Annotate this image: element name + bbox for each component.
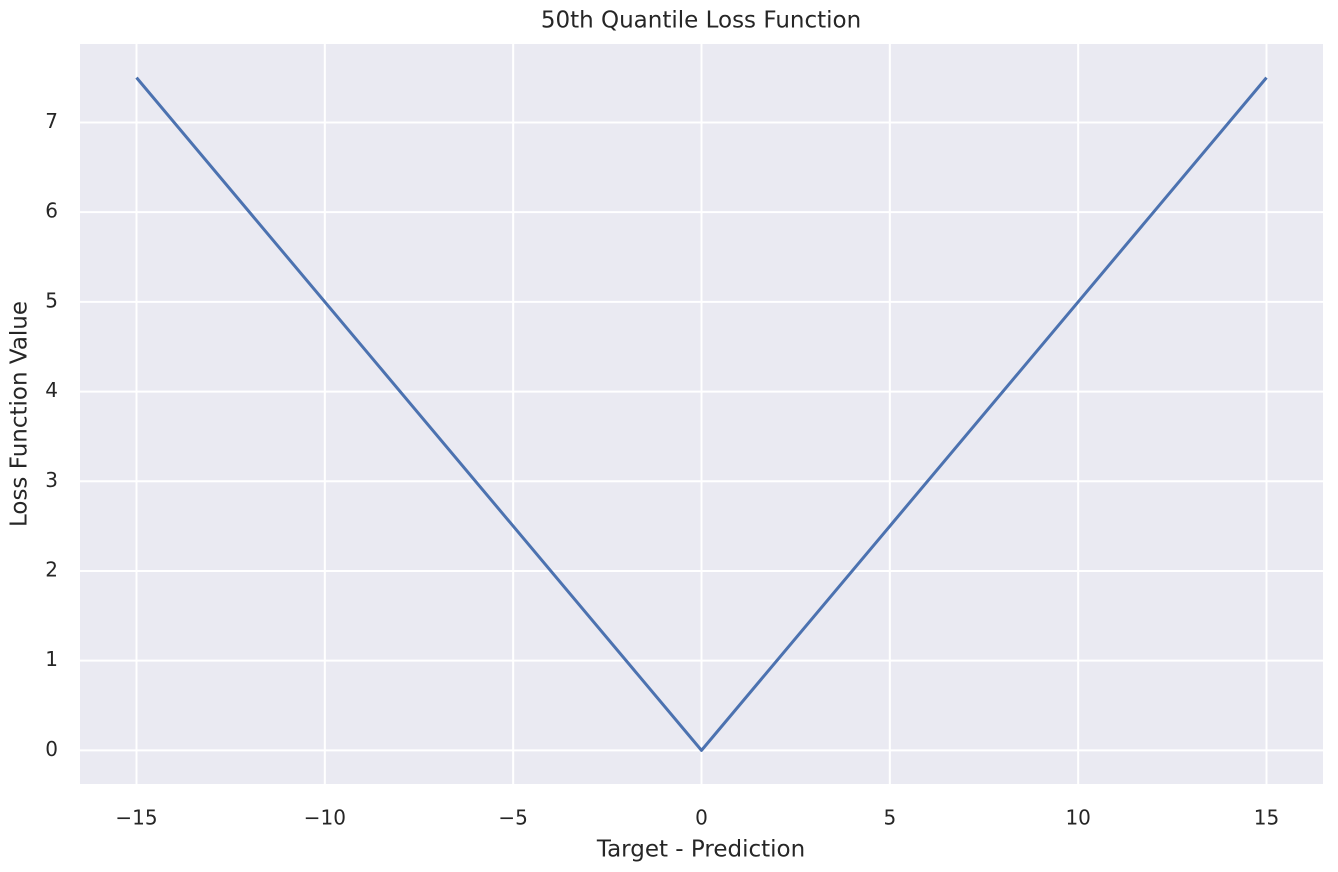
x-tick-label: 0 (695, 806, 708, 830)
y-tick-label: 7 (45, 109, 58, 133)
y-tick-label: 3 (45, 468, 58, 492)
x-tick-label: −5 (498, 806, 527, 830)
data-line (135, 76, 1268, 752)
chart-title: 50th Quantile Loss Function (541, 8, 861, 34)
y-tick-label: 2 (45, 557, 58, 581)
x-tick-label: 15 (1254, 806, 1279, 830)
y-tick-label: 1 (45, 647, 58, 671)
x-tick-label: 5 (883, 806, 896, 830)
y-tick-label: 5 (45, 288, 58, 312)
x-tick-label: −10 (304, 806, 346, 830)
y-tick-label: 0 (45, 737, 58, 761)
x-axis-label: Target - Prediction (596, 837, 805, 863)
y-axis-label: Loss Function Value (7, 301, 33, 527)
x-tick-label: −15 (115, 806, 157, 830)
x-tick-label: 10 (1065, 806, 1090, 830)
y-tick-label: 4 (45, 378, 58, 402)
y-tick-label: 6 (45, 199, 58, 223)
